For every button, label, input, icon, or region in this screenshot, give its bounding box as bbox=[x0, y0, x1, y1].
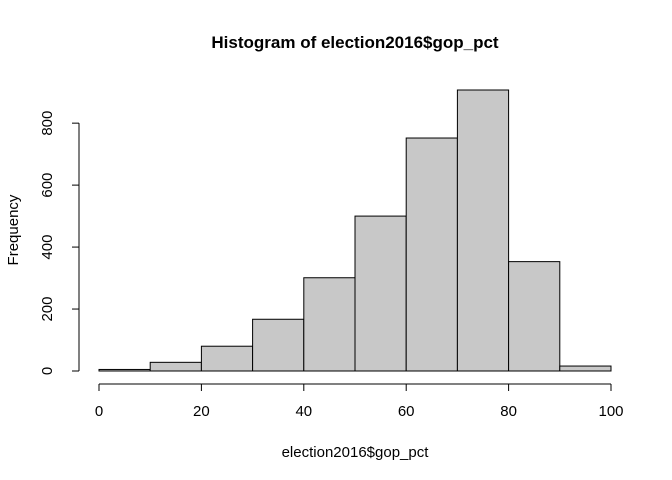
y-axis-label: Frequency bbox=[5, 194, 22, 265]
x-tick-label: 100 bbox=[598, 403, 623, 420]
histogram-bar-10-20 bbox=[149, 361, 202, 372]
x-tick-label: 80 bbox=[500, 403, 517, 420]
histogram-bar-80-90 bbox=[508, 261, 561, 372]
y-tick-label: 600 bbox=[39, 173, 56, 198]
histogram-bar-30-40 bbox=[252, 318, 305, 372]
histogram-bar-90-100 bbox=[559, 365, 612, 372]
histogram-bar-70-80 bbox=[456, 89, 510, 372]
x-tick-label: 20 bbox=[193, 403, 210, 420]
histogram-bar-20-30 bbox=[200, 345, 254, 372]
y-tick-label: 200 bbox=[39, 297, 56, 322]
histogram-bar-0-10 bbox=[98, 368, 151, 372]
histogram-bars bbox=[98, 89, 612, 372]
x-tick-label: 0 bbox=[95, 403, 103, 420]
x-tick-label: 60 bbox=[398, 403, 415, 420]
y-tick-label: 800 bbox=[39, 111, 56, 136]
y-tick-label: 400 bbox=[39, 235, 56, 260]
y-axis: 0 200 400 600 800 bbox=[39, 111, 80, 375]
histogram-bar-60-70 bbox=[405, 137, 458, 372]
histogram-bar-40-50 bbox=[303, 277, 356, 372]
x-axis: 0 20 40 60 80 100 bbox=[95, 383, 624, 420]
y-tick-label: 0 bbox=[39, 367, 56, 375]
x-axis-label: election2016$gop_pct bbox=[282, 444, 430, 461]
x-tick-label: 40 bbox=[295, 403, 312, 420]
histogram-bar-50-60 bbox=[354, 215, 407, 372]
chart-title: Histogram of election2016$gop_pct bbox=[211, 33, 499, 52]
